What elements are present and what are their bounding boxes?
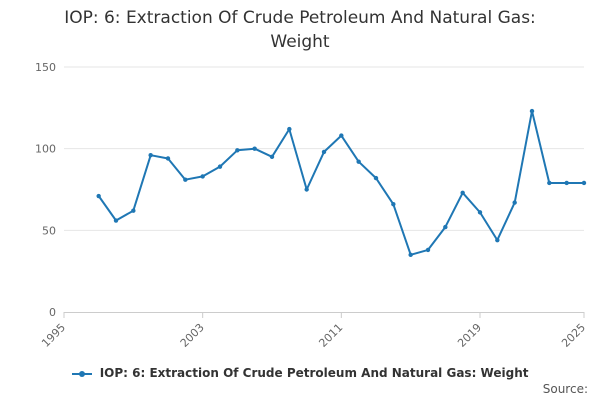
data-point[interactable] [148,153,153,158]
data-point[interactable] [113,218,119,223]
legend-line-symbol-icon [71,369,92,379]
series-line [97,110,584,256]
y-axis-tick-labels: 0 50 100 150 [35,61,56,319]
x-axis [63,312,585,318]
x-tick-label: 2019 [455,321,484,350]
y-tick-label: 150 [35,61,56,74]
source-credit: Source: [542,382,588,396]
chart-title-line-2: Weight [270,32,330,52]
data-point[interactable] [356,159,361,164]
data-point[interactable] [460,190,465,195]
data-point[interactable] [443,224,448,230]
data-point[interactable] [373,175,379,181]
x-tick-label: 2025 [559,321,588,350]
x-tick-label: 2003 [178,321,207,350]
data-point[interactable] [96,193,101,199]
data-point[interactable] [183,177,188,182]
y-tick-label: 100 [35,143,56,156]
data-point[interactable] [495,237,500,243]
data-point[interactable] [235,148,240,153]
data-point[interactable] [581,180,587,186]
data-point[interactable] [165,156,171,161]
chart-title: IOP: 6: Extraction Of Crude Petroleum An… [0,6,600,54]
legend-label: IOP: 6: Extraction Of Crude Petroleum An… [99,366,529,380]
data-point[interactable] [391,202,396,207]
data-point[interactable] [564,180,569,186]
data-point[interactable] [252,146,257,151]
data-point[interactable] [131,208,136,213]
series-group [96,108,587,258]
data-point[interactable] [529,108,535,114]
x-axis-tick-labels: 1995 2003 2011 2019 2025 [39,321,588,350]
data-point[interactable] [321,149,327,155]
chart-title-line-1: IOP: 6: Extraction Of Crude Petroleum An… [64,8,536,28]
y-tick-label: 50 [42,224,56,237]
gridlines [64,66,584,231]
x-tick-label: 2011 [316,321,345,350]
data-point[interactable] [547,180,552,186]
data-point[interactable] [287,126,292,132]
y-tick-label: 0 [49,306,56,319]
data-point[interactable] [512,200,517,205]
data-point[interactable] [304,187,309,192]
data-point[interactable] [477,210,483,215]
data-point[interactable] [425,247,431,253]
data-point[interactable] [269,154,275,160]
x-tick-label: 1995 [39,321,68,350]
data-point[interactable] [217,164,223,169]
data-point[interactable] [200,174,205,179]
data-point[interactable] [339,133,344,138]
legend[interactable]: IOP: 6: Extraction Of Crude Petroleum An… [0,366,600,380]
data-point[interactable] [408,252,413,258]
